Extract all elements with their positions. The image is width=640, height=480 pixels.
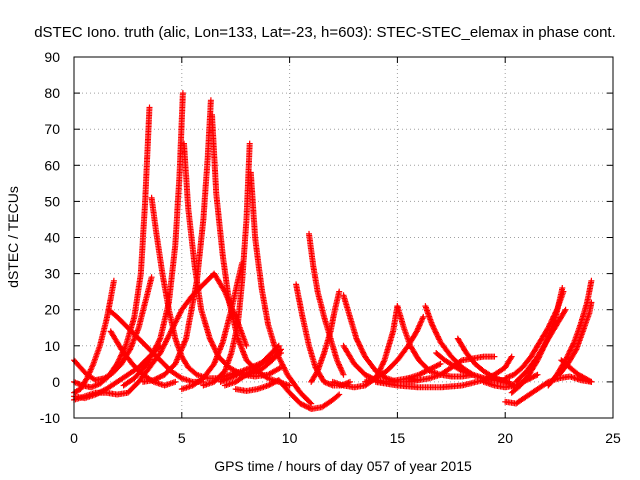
data-series bbox=[513, 306, 569, 385]
x-axis-label: GPS time / hours of day 057 of year 2015 bbox=[214, 458, 472, 474]
y-axis-label: dSTEC / TECUs bbox=[5, 186, 21, 288]
data-series bbox=[502, 288, 567, 382]
data-point-markers bbox=[200, 140, 253, 389]
tick-labels: 0 5 10 15 20 25 -10 0 10 20 30 40 50 60 70 80 90 bbox=[40, 49, 621, 446]
y-tick-label: 10 bbox=[44, 338, 60, 354]
y-tick-label: 30 bbox=[44, 266, 60, 282]
data-point-markers bbox=[232, 377, 343, 412]
x-tick-label: 5 bbox=[178, 430, 186, 446]
data-point-markers bbox=[105, 306, 207, 385]
data-point-markers bbox=[217, 346, 284, 385]
data-point-markers bbox=[556, 299, 595, 378]
data-series bbox=[247, 169, 315, 407]
data-series bbox=[105, 306, 207, 385]
data-point-markers bbox=[545, 277, 595, 389]
y-tick-label: 70 bbox=[44, 121, 60, 137]
data-point-markers bbox=[178, 259, 246, 393]
data-point-markers bbox=[480, 371, 541, 391]
data-point-markers bbox=[558, 357, 595, 385]
x-tick-label: 0 bbox=[70, 430, 78, 446]
data-point-markers bbox=[362, 313, 427, 385]
data-series bbox=[454, 335, 513, 385]
data-point-markers bbox=[513, 306, 569, 385]
y-tick-label: 80 bbox=[44, 85, 60, 101]
data-point-markers bbox=[308, 288, 343, 385]
data-point-markers bbox=[71, 104, 153, 391]
data-series bbox=[556, 299, 595, 378]
data-series bbox=[178, 259, 246, 393]
y-tick-label: 0 bbox=[52, 374, 60, 390]
x-tick-label: 20 bbox=[497, 430, 513, 446]
x-tick-label: 10 bbox=[282, 430, 298, 446]
data-series bbox=[545, 277, 595, 389]
data-series bbox=[306, 230, 347, 378]
y-tick-label: 50 bbox=[44, 193, 60, 209]
data-series bbox=[71, 104, 153, 391]
data-point-markers bbox=[306, 230, 347, 378]
data-series bbox=[308, 288, 343, 385]
data-series bbox=[217, 346, 284, 385]
y-tick-label: -10 bbox=[40, 410, 60, 426]
x-tick-label: 15 bbox=[390, 430, 406, 446]
data-series bbox=[558, 357, 595, 385]
x-tick-label: 25 bbox=[605, 430, 621, 446]
data-series bbox=[362, 313, 427, 385]
plot-frame bbox=[73, 56, 614, 419]
data-series bbox=[480, 371, 541, 391]
data-series bbox=[120, 90, 186, 389]
data-series bbox=[140, 97, 214, 385]
y-tick-label: 20 bbox=[44, 302, 60, 318]
chart-title: dSTEC Iono. truth (alic, Lon=133, Lat=-2… bbox=[34, 24, 616, 41]
data-point-markers bbox=[120, 90, 186, 389]
y-tick-label: 40 bbox=[44, 230, 60, 246]
y-tick-label: 90 bbox=[44, 49, 60, 65]
data-series bbox=[232, 377, 343, 412]
data-point-markers bbox=[247, 169, 315, 407]
data-point-markers bbox=[502, 288, 567, 382]
y-tick-label: 60 bbox=[44, 157, 60, 173]
data-marks bbox=[71, 90, 595, 412]
data-point-markers bbox=[140, 97, 214, 385]
data-point-markers bbox=[454, 335, 513, 385]
data-series bbox=[200, 140, 253, 389]
